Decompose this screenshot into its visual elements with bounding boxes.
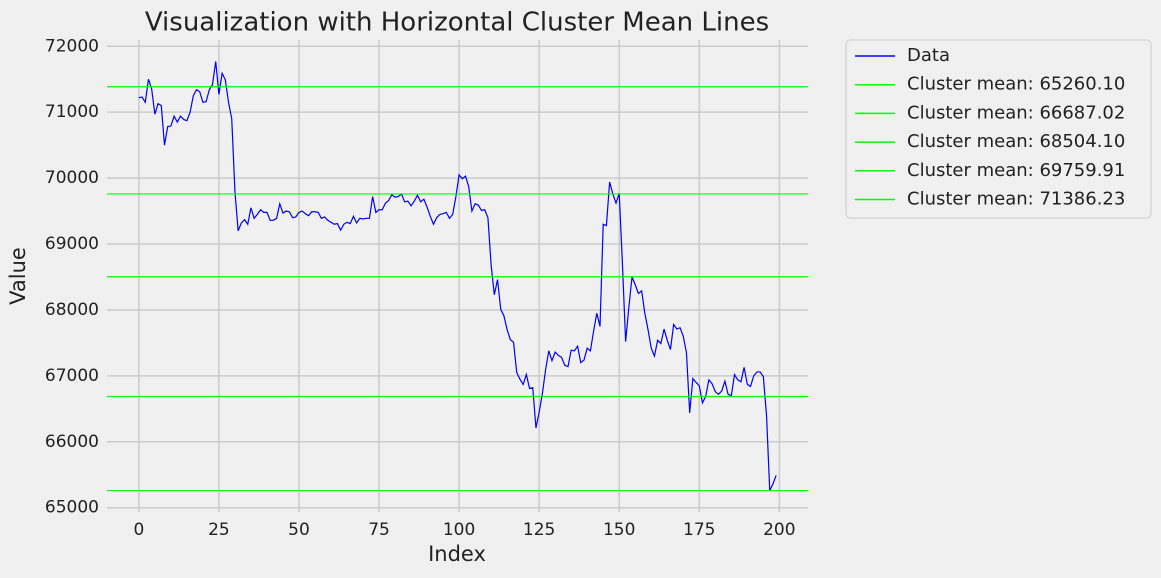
x-tick-label: 150 xyxy=(603,520,635,540)
chart-title: Visualization with Horizontal Cluster Me… xyxy=(145,8,769,38)
y-tick-label: 66000 xyxy=(45,432,99,452)
legend-box xyxy=(845,39,1152,219)
legend-label: Data xyxy=(907,45,950,66)
legend-label: Cluster mean: 66687.02 xyxy=(907,102,1125,123)
legend-label: Cluster mean: 68504.10 xyxy=(907,131,1125,152)
legend-label: Cluster mean: 69759.91 xyxy=(907,160,1125,181)
legend-label: Cluster mean: 71386.23 xyxy=(907,189,1125,210)
x-tick-label: 50 xyxy=(288,520,310,540)
y-tick-label: 70000 xyxy=(45,168,99,188)
legend-label: Cluster mean: 65260.10 xyxy=(907,74,1125,95)
y-axis-label: Value xyxy=(6,247,30,305)
data-line xyxy=(138,61,777,491)
x-tick-label: 0 xyxy=(133,520,144,540)
y-tick-label: 68000 xyxy=(45,300,99,320)
y-tick-label: 65000 xyxy=(45,498,99,518)
x-tick-label: 200 xyxy=(763,520,795,540)
x-tick-label: 125 xyxy=(523,520,555,540)
x-tick-label: 100 xyxy=(443,520,475,540)
y-tick-label: 67000 xyxy=(45,366,99,386)
x-tick-label: 25 xyxy=(208,520,230,540)
x-tick-label: 175 xyxy=(683,520,715,540)
x-tick-label: 75 xyxy=(368,520,390,540)
y-tick-label: 69000 xyxy=(45,234,99,254)
y-tick-label: 72000 xyxy=(45,36,99,56)
x-axis-label: Index xyxy=(428,542,486,566)
y-tick-label: 71000 xyxy=(45,102,99,122)
